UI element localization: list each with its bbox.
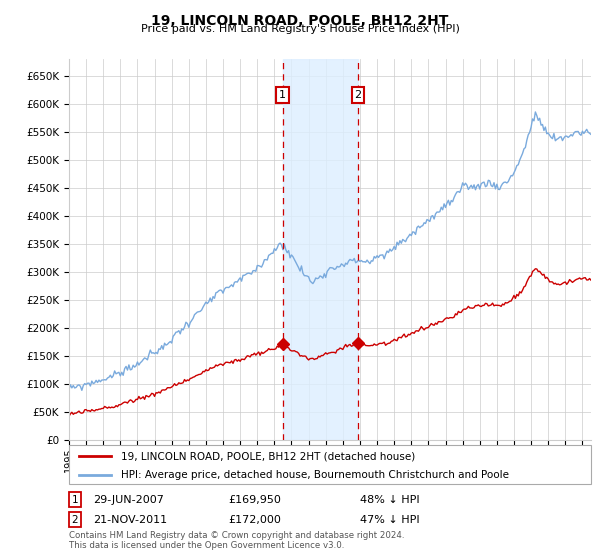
Text: HPI: Average price, detached house, Bournemouth Christchurch and Poole: HPI: Average price, detached house, Bour… [121, 470, 509, 479]
Text: 48% ↓ HPI: 48% ↓ HPI [360, 494, 419, 505]
FancyBboxPatch shape [69, 445, 591, 484]
Text: 1: 1 [71, 494, 79, 505]
Text: £169,950: £169,950 [228, 494, 281, 505]
Text: 2: 2 [355, 90, 362, 100]
Text: £172,000: £172,000 [228, 515, 281, 525]
Text: 2: 2 [71, 515, 79, 525]
Text: Price paid vs. HM Land Registry's House Price Index (HPI): Price paid vs. HM Land Registry's House … [140, 24, 460, 34]
Text: 47% ↓ HPI: 47% ↓ HPI [360, 515, 419, 525]
Text: Contains HM Land Registry data © Crown copyright and database right 2024.
This d: Contains HM Land Registry data © Crown c… [69, 530, 404, 550]
Text: 19, LINCOLN ROAD, POOLE, BH12 2HT (detached house): 19, LINCOLN ROAD, POOLE, BH12 2HT (detac… [121, 451, 415, 461]
Bar [283, 59, 358, 440]
Text: 21-NOV-2011: 21-NOV-2011 [93, 515, 167, 525]
Text: 29-JUN-2007: 29-JUN-2007 [93, 494, 164, 505]
Text: 1: 1 [279, 90, 286, 100]
Text: 19, LINCOLN ROAD, POOLE, BH12 2HT: 19, LINCOLN ROAD, POOLE, BH12 2HT [151, 14, 449, 28]
